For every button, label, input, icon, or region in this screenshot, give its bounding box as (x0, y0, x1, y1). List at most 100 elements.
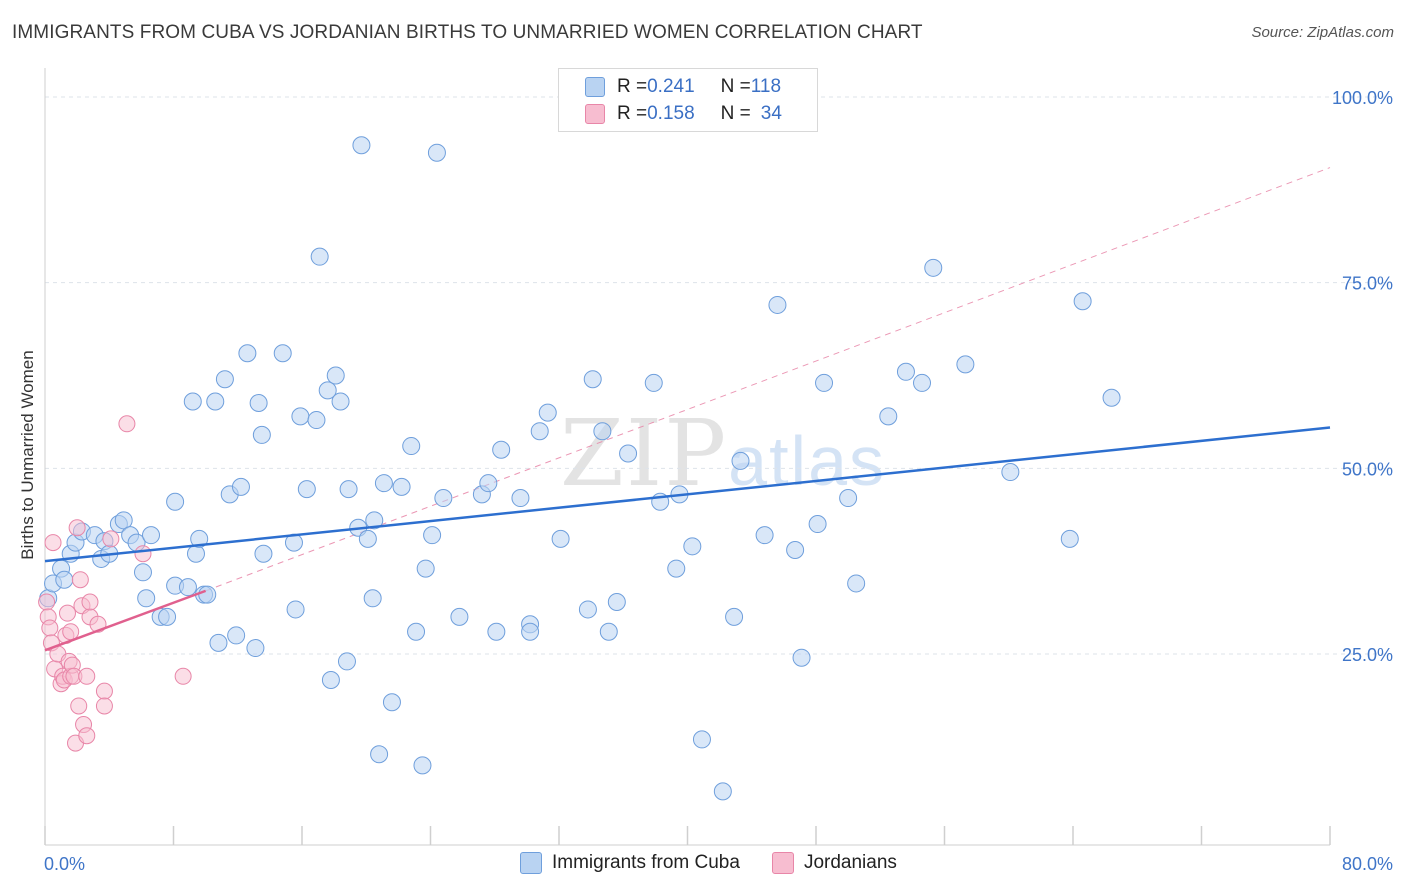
cuba-point-37 (252, 425, 271, 444)
y-axis-label: Births to Unmarried Women (18, 350, 37, 560)
cuba-point-36 (249, 393, 268, 412)
legend-label-cuba: Immigrants from Cuba (552, 852, 740, 873)
cuba-point-67 (434, 489, 453, 508)
jordan-point-31 (118, 415, 136, 433)
cuba-point-39 (273, 344, 292, 363)
cuba-point-110 (1102, 388, 1121, 407)
cuba-point-98 (808, 515, 827, 534)
y-tick-label-1: 75.0% (1342, 274, 1393, 294)
cuba-point-93 (731, 451, 750, 470)
jordan-point-11 (58, 604, 76, 622)
cuba-point-80 (583, 370, 602, 389)
source-label: Source: ZipAtlas.com (1251, 24, 1394, 41)
cuba-point-61 (402, 437, 421, 456)
cuba-point-76 (530, 422, 549, 441)
cuba-point-63 (413, 756, 432, 775)
cuba-point-77 (538, 403, 557, 422)
cuba-point-99 (815, 373, 834, 392)
cuba-point-16 (137, 589, 156, 608)
cuba-point-12 (114, 511, 133, 530)
jordan-r-label: R = (617, 103, 648, 124)
jordan-point-23 (78, 727, 96, 745)
cuba-point-95 (768, 295, 787, 314)
jordan-point-29 (95, 697, 113, 715)
x-tick-label-0: 0.0% (44, 854, 85, 874)
cuba-point-75 (521, 622, 540, 641)
cuba-point-57 (370, 745, 389, 764)
jordan-trend-line (44, 589, 207, 652)
cuba-point-23 (183, 392, 202, 411)
cuba-point-29 (209, 633, 228, 652)
cuba-point-78 (551, 529, 570, 548)
cuba-point-24 (186, 544, 205, 563)
cuba-point-105 (924, 258, 943, 277)
cuba-point-102 (879, 407, 898, 426)
cuba-point-17 (142, 526, 161, 545)
cuba-point-96 (786, 541, 805, 560)
cuba-point-15 (133, 563, 152, 582)
cuba-point-49 (331, 392, 350, 411)
cuba-point-84 (619, 444, 638, 463)
cuba-n-label: N = (720, 76, 751, 97)
cuba-point-55 (363, 589, 382, 608)
cuba-point-73 (511, 489, 530, 508)
cuba-point-22 (178, 578, 197, 597)
cuba-point-53 (352, 136, 371, 155)
cuba-r-value: 0.241 (647, 76, 695, 97)
cuba-point-109 (1073, 292, 1092, 311)
jordan-point-19 (70, 697, 88, 715)
cuba-point-46 (318, 381, 337, 400)
cuba-point-103 (896, 362, 915, 381)
chart-title: IMMIGRANTS FROM CUBA VS JORDANIAN BIRTHS… (12, 22, 923, 43)
jordan-point-4 (44, 534, 62, 552)
jordan-point-33 (174, 667, 192, 685)
cuba-point-44 (307, 411, 326, 430)
jordan-point-0 (38, 593, 56, 611)
cuba-point-45 (310, 247, 329, 266)
jordan-point-20 (71, 571, 89, 589)
cuba-n-value: 118 (750, 76, 782, 97)
jordan-point-24 (78, 667, 96, 685)
cuba-point-54 (358, 529, 377, 548)
jordan-r-value: 0.158 (647, 103, 695, 124)
jordan-swatch-icon (585, 104, 605, 124)
cuba-point-48 (326, 366, 345, 385)
cuba-point-34 (238, 344, 257, 363)
legend-item-cuba[interactable]: Immigrants from Cuba (520, 852, 740, 874)
stats-legend-row-cuba: R = 0.241 N = 118 (585, 75, 781, 99)
cuba-point-66 (427, 143, 446, 162)
jordan-point-30 (102, 530, 120, 548)
cuba-point-38 (254, 544, 273, 563)
cuba-point-94 (755, 526, 774, 545)
cuba-point-59 (382, 693, 401, 712)
jordan-legend-swatch-icon (771, 852, 794, 874)
cuba-point-30 (215, 370, 234, 389)
jordan-n-value: 34 (760, 103, 782, 124)
cuba-point-51 (339, 480, 358, 499)
cuba-legend-swatch-icon (520, 852, 542, 874)
cuba-point-90 (692, 730, 711, 749)
series-legend: Immigrants from Cuba Jordanians (520, 852, 929, 874)
jordan-point-2 (41, 619, 59, 637)
cuba-point-28 (206, 392, 225, 411)
legend-item-jordan[interactable]: Jordanians (771, 852, 897, 874)
cuba-point-104 (913, 373, 932, 392)
cuba-point-64 (416, 559, 435, 578)
cuba-point-107 (1001, 463, 1020, 482)
cuba-point-72 (492, 440, 511, 459)
cuba-point-43 (297, 480, 316, 499)
cuba-point-68 (450, 607, 469, 626)
cuba-point-3 (55, 570, 74, 589)
legend-label-jordan: Jordanians (803, 852, 897, 873)
cuba-point-70 (479, 474, 498, 493)
y-tick-label-2: 50.0% (1342, 459, 1393, 479)
cuba-point-101 (847, 574, 866, 593)
cuba-point-60 (392, 477, 411, 496)
cuba-point-33 (231, 477, 250, 496)
jordan-point-26 (81, 593, 99, 611)
cuba-point-106 (956, 355, 975, 374)
cuba-point-65 (423, 526, 442, 545)
x-tick-label-1: 80.0% (1342, 854, 1393, 874)
jordan-point-13 (62, 623, 80, 641)
cuba-point-25 (190, 529, 209, 548)
